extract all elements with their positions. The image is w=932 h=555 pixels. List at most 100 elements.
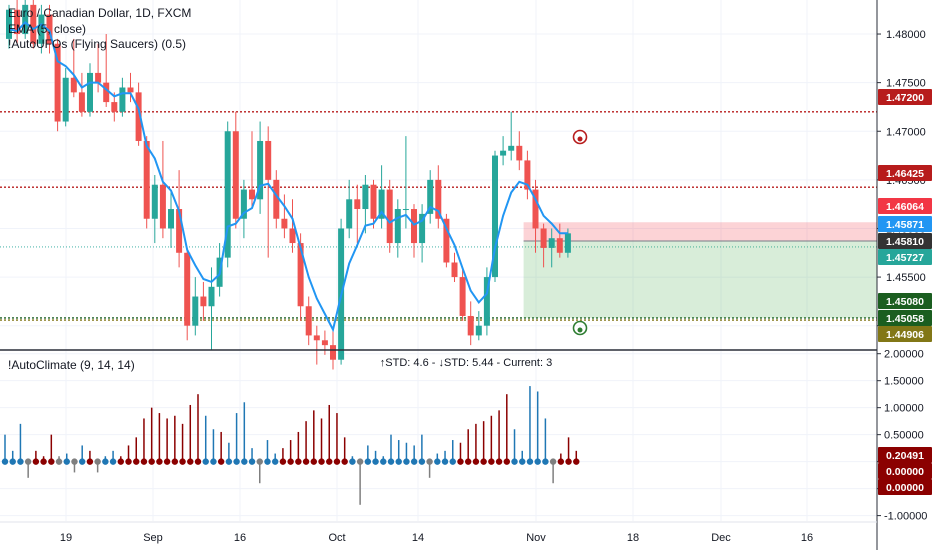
climate-dot	[279, 458, 287, 465]
climate-dot	[264, 458, 271, 465]
climate-dot	[356, 458, 364, 465]
climate-dot	[364, 458, 372, 465]
climate-dot	[410, 458, 418, 465]
candle-body	[208, 286, 215, 307]
climate-dot	[256, 458, 263, 465]
price-badge-label: 1.45080	[886, 296, 924, 308]
candle-body	[475, 325, 482, 336]
candle-body	[232, 131, 239, 219]
climate-dot	[542, 458, 549, 465]
climate-dot	[17, 458, 24, 465]
climate-dot	[156, 458, 163, 465]
candle-body	[492, 155, 498, 278]
time-tick-label: 16	[234, 532, 246, 544]
candle-body	[6, 9, 12, 39]
climate-dot	[511, 458, 518, 465]
climate-dot	[449, 458, 456, 465]
price-badge	[878, 216, 932, 232]
climate-dot	[457, 458, 464, 465]
climate-dot	[310, 458, 317, 465]
climate-dot	[534, 458, 541, 465]
climate-dot	[549, 458, 557, 465]
climate-dot	[519, 458, 526, 465]
candle-body	[330, 345, 336, 360]
climate-dot	[194, 458, 202, 465]
candle-body	[346, 199, 353, 229]
climate-dot	[55, 458, 63, 465]
chart-title: Euro / Canadian Dollar, 1D, FXCM	[8, 6, 191, 20]
price-badge	[878, 233, 932, 249]
climate-dot	[133, 458, 140, 465]
candle-body	[281, 218, 288, 229]
candle-body	[111, 102, 118, 112]
candle-body	[354, 199, 361, 210]
candle-body	[249, 189, 255, 200]
climate-dot	[480, 458, 487, 465]
candle-body	[184, 252, 191, 326]
climate-dot	[287, 458, 294, 465]
climate-dot	[125, 458, 132, 465]
candle-body	[483, 277, 490, 326]
climate-dot	[86, 458, 94, 465]
candle-body	[119, 87, 126, 112]
price-badge-label: 1.44906	[886, 329, 924, 341]
candle-body	[524, 160, 531, 190]
climate-dot	[233, 458, 240, 465]
climate-dot	[71, 458, 78, 465]
ufo-legend: !AutoUFOs (Flying Saucers) (0.5)	[8, 37, 186, 51]
ema-legend: EMA (5, close)	[8, 22, 86, 36]
candle-body	[386, 189, 393, 244]
candle-body	[459, 277, 466, 316]
climate-title: !AutoClimate (9, 14, 14)	[8, 358, 135, 372]
climate-dot	[573, 458, 580, 465]
climate-dot	[117, 458, 125, 465]
climate-tick-label: 1.50000	[884, 376, 924, 388]
candle-body	[78, 92, 85, 112]
candle-body	[427, 179, 434, 214]
candle-body	[370, 184, 377, 219]
price-tick-label: 1.45500	[886, 272, 926, 284]
time-tick-label: 18	[627, 532, 639, 544]
climate-dot	[295, 458, 302, 465]
time-tick-label: 16	[801, 532, 813, 544]
candle-body	[556, 238, 563, 253]
candle-body	[38, 14, 45, 44]
climate-dot	[434, 458, 441, 465]
candle-body	[289, 228, 296, 244]
candle-body	[159, 184, 166, 229]
price-badge	[878, 447, 932, 463]
climate-dot	[9, 458, 16, 465]
candle-body	[516, 145, 523, 161]
candle-body	[500, 150, 507, 156]
climate-dot	[403, 458, 410, 465]
price-badge	[878, 310, 932, 326]
candle-body	[30, 4, 37, 44]
price-badge-label: 1.45058	[886, 313, 924, 325]
climate-dot	[202, 458, 209, 465]
climate-dot	[380, 458, 387, 465]
climate-dot	[349, 458, 356, 465]
candle-body	[443, 218, 450, 263]
price-tick-label: 1.47000	[886, 126, 926, 138]
position-target-zone	[523, 241, 877, 318]
candle-body	[273, 179, 280, 219]
climate-dot	[318, 458, 325, 465]
ufo-marker-green	[572, 320, 588, 336]
climate-dot	[109, 458, 117, 465]
candle-body	[14, 9, 21, 35]
climate-tick-label: 2.00000	[884, 349, 924, 361]
price-badge	[878, 479, 932, 495]
climate-dot	[418, 458, 426, 465]
candle-body	[564, 233, 571, 253]
climate-dot	[472, 458, 480, 465]
price-tick-label: 1.48000	[886, 29, 926, 41]
price-badge-label: 1.47200	[886, 92, 924, 104]
price-badge	[878, 463, 932, 479]
price-badge-label: 1.45871	[886, 219, 924, 231]
climate-dot	[102, 458, 109, 465]
candle-body	[402, 209, 409, 211]
time-tick-label: Sep	[143, 532, 163, 544]
climate-dot	[163, 458, 171, 465]
